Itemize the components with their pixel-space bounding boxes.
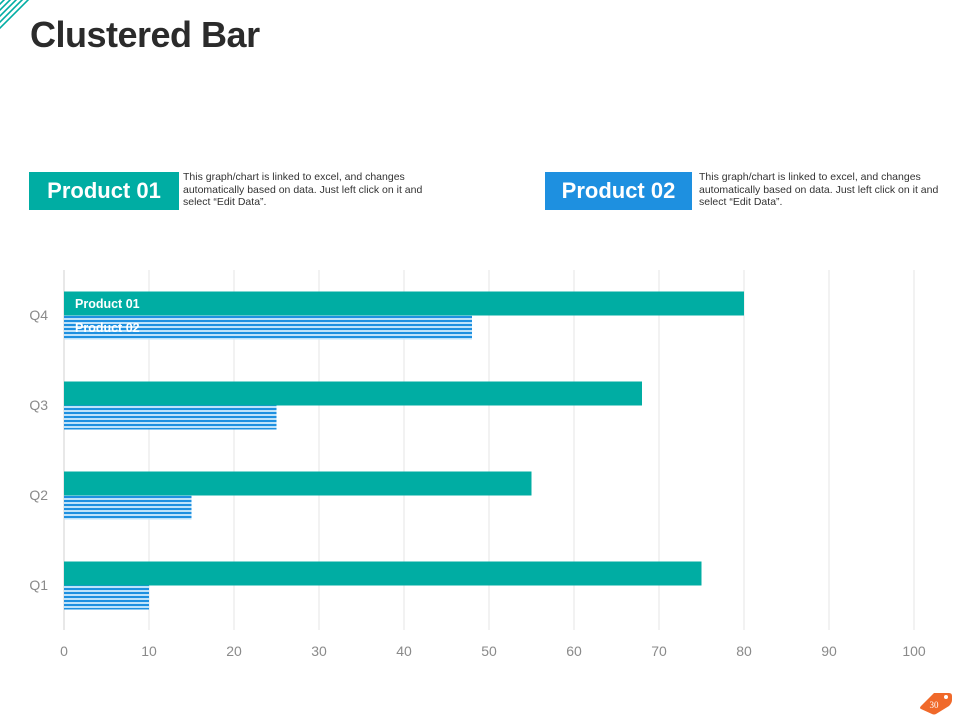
- page-number-badge: 30: [920, 693, 952, 715]
- page-number: 30: [930, 700, 940, 710]
- series-label-product-01: Product 01: [75, 297, 140, 311]
- y-tick-label-q3: Q3: [29, 397, 48, 413]
- bar-product-01-q1: [64, 561, 702, 586]
- x-tick-label-80: 80: [736, 643, 752, 659]
- x-tick-label-60: 60: [566, 643, 582, 659]
- bar-product-02-q2: [64, 495, 192, 520]
- legend-product-02-description: This graph/chart is linked to excel, and…: [699, 171, 939, 208]
- bar-product-02-q3: [64, 405, 277, 430]
- series-label-product-02: Product 02: [75, 321, 140, 335]
- x-tick-label-20: 20: [226, 643, 242, 659]
- x-tick-label-10: 10: [141, 643, 157, 659]
- tag-icon: [920, 693, 952, 715]
- bar-product-01-q2: [64, 471, 532, 496]
- x-tick-label-90: 90: [821, 643, 837, 659]
- legend-product-02: Product 02: [545, 172, 692, 210]
- y-tick-label-q4: Q4: [29, 307, 48, 323]
- legend-product-01-description: This graph/chart is linked to excel, and…: [183, 171, 423, 208]
- bar-product-02-q4: [64, 315, 472, 340]
- x-tick-label-100: 100: [902, 643, 926, 659]
- bar-product-02-q1: [64, 585, 149, 610]
- page-title: Clustered Bar: [30, 14, 260, 55]
- corner-stripes-decoration: [0, 0, 30, 30]
- legend-product-01: Product 01: [29, 172, 179, 210]
- x-tick-label-30: 30: [311, 643, 327, 659]
- bar-product-01-q3: [64, 381, 642, 406]
- x-tick-label-0: 0: [60, 643, 68, 659]
- y-tick-label-q2: Q2: [29, 487, 48, 503]
- x-tick-label-70: 70: [651, 643, 667, 659]
- bar-product-01-q4: [64, 291, 744, 316]
- y-tick-label-q1: Q1: [29, 577, 48, 593]
- x-tick-label-40: 40: [396, 643, 412, 659]
- x-tick-label-50: 50: [481, 643, 497, 659]
